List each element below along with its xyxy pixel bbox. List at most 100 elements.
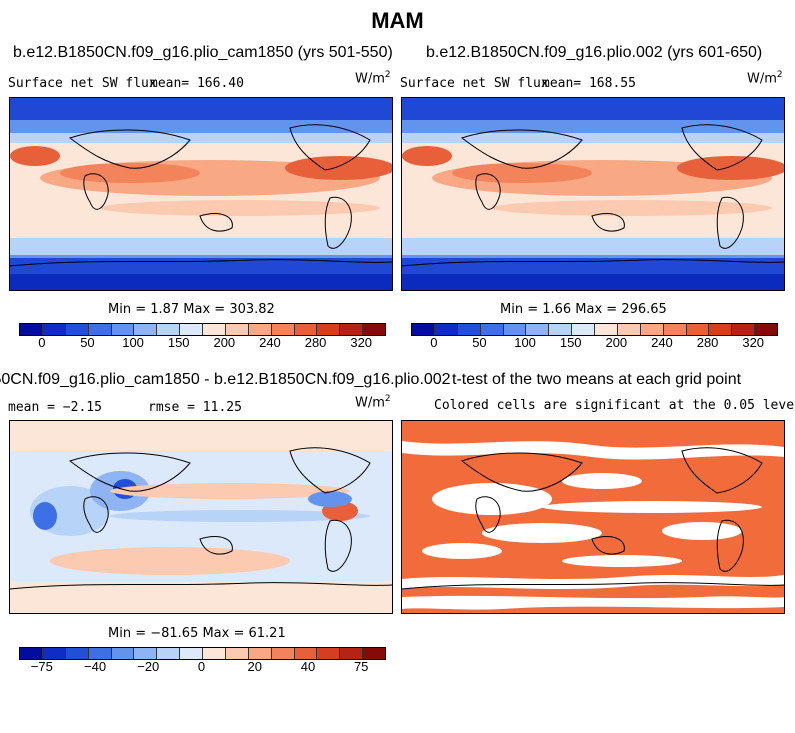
colorbar-swatch	[595, 324, 618, 335]
colorbar-swatch	[180, 324, 203, 335]
colorbar-swatch	[111, 324, 135, 335]
colorbar-tick-label: 20	[247, 659, 262, 674]
colorbar-swatch	[663, 324, 687, 335]
colorbar-swatch	[640, 324, 664, 335]
map-br	[401, 420, 785, 614]
colorbar-swatch	[65, 648, 89, 659]
panel-bl-stats: Min = −81.65 Max = 61.21	[108, 626, 286, 641]
colorbar-swatch	[225, 324, 249, 335]
colorbar-swatch	[340, 648, 364, 659]
colorbar-swatch	[88, 648, 112, 659]
colorbar-swatch	[317, 324, 341, 335]
colorbar-tick-label: 280	[696, 335, 719, 350]
colorbar-swatch	[248, 648, 272, 659]
panel-tr-title: b.e12.B1850CN.f09_g16.plio.002 (yrs 601-…	[426, 44, 763, 61]
colorbar-swatch	[457, 324, 481, 335]
colorbar-tick-label: 280	[304, 335, 327, 350]
colorbar-tick-label: 100	[122, 335, 144, 350]
colorbar-tr	[411, 323, 778, 336]
panel-tr-mean: mean= 168.55	[542, 76, 636, 91]
panel-bl-units: W/m2	[355, 394, 391, 411]
colorbar-tick-label: 320	[350, 335, 373, 350]
map-bl-field	[10, 421, 392, 613]
colorbar-swatch	[434, 324, 458, 335]
colorbar-swatch	[549, 324, 573, 335]
colorbar-swatch	[709, 324, 733, 335]
colorbar-tick-label: 0	[430, 335, 438, 350]
colorbar-swatch	[755, 324, 777, 335]
colorbar-tick-label: 200	[213, 335, 236, 350]
colorbar-swatch	[617, 324, 641, 335]
colorbar-swatch	[203, 648, 226, 659]
colorbar-swatch	[180, 648, 203, 659]
colorbar-tick-label: 320	[742, 335, 765, 350]
panel-tl-stats: Min = 1.87 Max = 303.82	[108, 302, 275, 317]
colorbar-swatch	[88, 324, 112, 335]
colorbar-swatch	[340, 324, 364, 335]
map-tl-field	[10, 98, 392, 290]
colorbar-swatch	[203, 324, 226, 335]
colorbar-tick-label: 40	[300, 659, 316, 674]
map-bl	[9, 420, 393, 614]
map-tl	[9, 97, 393, 291]
panel-bl-title: B1850CN.f09_g16.plio_cam1850 - b.e12.B18…	[0, 371, 451, 388]
colorbar-tick-label: 200	[605, 335, 628, 350]
colorbar-swatch	[248, 324, 272, 335]
colorbar-swatch	[572, 324, 595, 335]
colorbar-swatch	[503, 324, 527, 335]
map-br-field	[402, 421, 784, 613]
map-tr	[401, 97, 785, 291]
colorbar-tick-label: 0	[197, 659, 206, 674]
colorbar-tick-label: −40	[84, 659, 107, 674]
colorbar-tl	[19, 323, 386, 336]
colorbar-swatch	[317, 648, 341, 659]
colorbar-tick-label: −20	[137, 659, 160, 674]
colorbar-swatch	[20, 324, 43, 335]
colorbar-swatch	[363, 648, 385, 659]
colorbar-swatch	[526, 324, 550, 335]
map-tr-field	[402, 98, 784, 290]
colorbar-swatch	[412, 324, 435, 335]
colorbar-swatch	[480, 324, 504, 335]
colorbar-bl	[19, 647, 386, 660]
colorbar-swatch	[134, 648, 158, 659]
colorbar-swatch	[363, 324, 385, 335]
panel-tl-mean: mean= 166.40	[150, 76, 244, 91]
colorbar-swatch	[686, 324, 710, 335]
colorbar-swatch	[42, 648, 66, 659]
colorbar-tick-label: 50	[472, 335, 487, 350]
colorbar-swatch	[225, 648, 249, 659]
panel-bl-mean: mean = −2.15	[8, 400, 102, 415]
colorbar-tick-label: 240	[651, 335, 673, 350]
colorbar-tick-label: 150	[559, 335, 582, 350]
colorbar-swatch	[157, 324, 181, 335]
panel-tl-title: b.e12.B1850CN.f09_g16.plio_cam1850 (yrs …	[13, 44, 393, 61]
colorbar-swatch	[271, 648, 295, 659]
colorbar-swatch	[42, 324, 66, 335]
colorbar-swatch	[111, 648, 135, 659]
panel-tl-variable: Surface net SW flux	[8, 76, 157, 91]
colorbar-tick-label: 75	[353, 659, 369, 674]
panel-tr-variable: Surface net SW flux	[400, 76, 549, 91]
figure-title: MAM	[371, 8, 424, 33]
panel-br-subtitle: Colored cells are significant at the 0.0…	[434, 398, 795, 413]
panel-bl-rmse: rmse = 11.25	[148, 400, 242, 415]
colorbar-tick-label: 0	[38, 335, 46, 350]
colorbar-swatch	[157, 648, 181, 659]
colorbar-swatch	[134, 324, 158, 335]
colorbar-tick-label: 150	[167, 335, 190, 350]
colorbar-tick-label: 240	[259, 335, 281, 350]
panel-tr-stats: Min = 1.66 Max = 296.65	[500, 302, 667, 317]
colorbar-swatch	[294, 324, 318, 335]
colorbar-swatch	[271, 324, 295, 335]
colorbar-swatch	[20, 648, 43, 659]
colorbar-swatch	[732, 324, 756, 335]
panel-tl-units: W/m2	[355, 70, 391, 87]
panel-tr-units: W/m2	[747, 70, 783, 87]
colorbar-swatch	[294, 648, 318, 659]
panel-br-title: t-test of the two means at each grid poi…	[452, 371, 742, 389]
colorbar-tick-label: 50	[80, 335, 95, 350]
colorbar-swatch	[65, 324, 89, 335]
colorbar-tick-label: −75	[30, 659, 53, 674]
colorbar-tick-label: 100	[514, 335, 536, 350]
